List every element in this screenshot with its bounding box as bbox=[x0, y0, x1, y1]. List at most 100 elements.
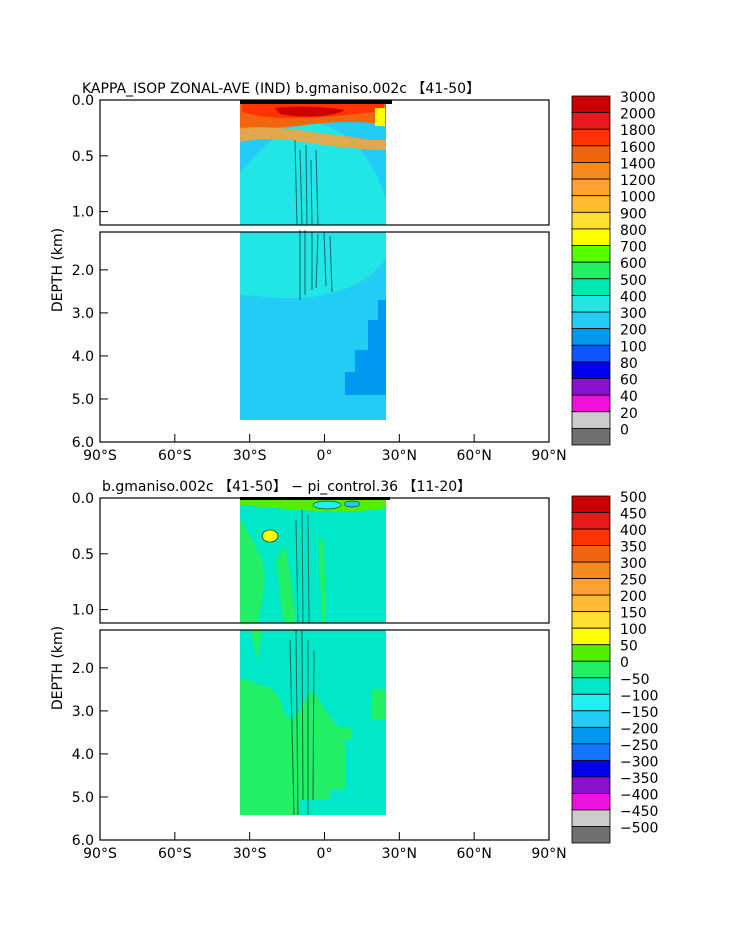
colorbar-swatch bbox=[571, 726, 611, 745]
colorbar-label: 150 bbox=[620, 606, 647, 622]
panel-difference: b.gmaniso.002c 【41-50】 − pi_control.36 【… bbox=[50, 479, 658, 862]
colorbar-swatch bbox=[571, 344, 611, 363]
chart-title: KAPPA_ISOP ZONAL-AVE (IND) b.gmaniso.002… bbox=[82, 81, 480, 97]
colorbar-label: 1200 bbox=[620, 173, 656, 189]
colorbar-label: 60 bbox=[620, 373, 638, 389]
colorbar-swatch bbox=[571, 693, 611, 712]
colorbar-label: 300 bbox=[620, 556, 647, 572]
colorbar-swatch bbox=[571, 228, 611, 246]
colorbar-swatch bbox=[571, 195, 611, 213]
colorbar-label: −200 bbox=[620, 721, 658, 737]
colorbar-label: 700 bbox=[620, 240, 647, 256]
colorbar-swatch bbox=[571, 112, 611, 130]
x-tick-label: 60°S bbox=[158, 448, 192, 464]
colorbar-swatch bbox=[571, 759, 611, 778]
axes: 90°S 60°S 30°S 0° 30°N 60°N 90°N 0.0 0.5 1.0 2.0 3.… bbox=[72, 93, 567, 464]
colorbar-swatch bbox=[571, 128, 611, 147]
y-tick-label: 1.0 bbox=[72, 205, 94, 221]
x-tick-label: 0° bbox=[317, 448, 333, 464]
colorbar-swatch bbox=[571, 295, 611, 313]
colorbar-label: 300 bbox=[620, 306, 647, 322]
colorbar-label: 600 bbox=[620, 256, 647, 272]
y-tick-label: 5.0 bbox=[72, 790, 94, 806]
axes: 90°S 60°S 30°S 0° 30°N 60°N 90°N 0.0 0.5 1.0 2.0 3.… bbox=[72, 491, 567, 862]
chart-title: b.gmaniso.002c 【41-50】 − pi_control.36 【… bbox=[102, 479, 471, 495]
colorbar-label: 450 bbox=[620, 507, 647, 523]
y-tick-label: 3.0 bbox=[72, 704, 94, 720]
colorbar: 3000200018001600140012001000900800700600… bbox=[571, 90, 656, 446]
colorbar-label: −50 bbox=[620, 672, 650, 688]
colorbar-swatch bbox=[571, 145, 611, 163]
colorbar-label: 800 bbox=[620, 223, 647, 239]
y-tick-label: 4.0 bbox=[72, 349, 94, 365]
colorbar-label: 900 bbox=[620, 206, 647, 222]
x-tick-label: 30°N bbox=[382, 846, 417, 862]
colorbar-swatch bbox=[571, 394, 611, 413]
y-tick-label: 0.5 bbox=[72, 149, 94, 165]
colorbar-label: 1600 bbox=[620, 140, 656, 156]
colorbar-swatch bbox=[571, 578, 611, 596]
colorbar-label: 20 bbox=[620, 406, 638, 422]
colorbar-swatch bbox=[571, 245, 611, 263]
colorbar-swatch bbox=[571, 743, 611, 761]
colorbar-label: −250 bbox=[620, 738, 658, 754]
x-tick-label: 60°S bbox=[158, 846, 192, 862]
x-tick-label: 30°S bbox=[233, 846, 267, 862]
colorbar-label: 500 bbox=[620, 273, 647, 289]
colorbar-swatch bbox=[571, 528, 611, 546]
colorbar-swatch bbox=[571, 710, 611, 728]
colorbar-swatch bbox=[571, 95, 611, 114]
colorbar-swatch bbox=[571, 793, 611, 811]
colorbar-label: 400 bbox=[620, 523, 647, 539]
colorbar-swatch bbox=[571, 611, 611, 629]
colorbar-swatch bbox=[571, 561, 611, 580]
colorbar-label: 100 bbox=[620, 622, 647, 638]
x-tick-label: 90°S bbox=[83, 448, 117, 464]
colorbar-swatch bbox=[571, 594, 611, 613]
colorbar-label: −450 bbox=[620, 804, 658, 820]
colorbar-swatch bbox=[571, 495, 611, 513]
contour-field bbox=[240, 497, 390, 816]
colorbar-swatch bbox=[571, 378, 611, 396]
colorbar-label: 100 bbox=[620, 339, 647, 355]
x-tick-label: 90°S bbox=[83, 846, 117, 862]
colorbar-label: 1800 bbox=[620, 123, 656, 139]
colorbar-label: 500 bbox=[620, 490, 647, 506]
y-tick-label: 2.0 bbox=[72, 263, 94, 279]
y-tick-label: 0.0 bbox=[72, 93, 94, 109]
colorbar-swatch bbox=[571, 162, 611, 180]
plot-frame-upper bbox=[99, 99, 550, 226]
colorbar-swatch bbox=[571, 677, 611, 695]
colorbar-label: 200 bbox=[620, 589, 647, 605]
x-tick-label: 60°N bbox=[457, 846, 492, 862]
colorbar-label: −300 bbox=[620, 754, 658, 770]
colorbar-label: −100 bbox=[620, 688, 658, 704]
colorbar-swatch bbox=[571, 826, 611, 844]
colorbar-label: −400 bbox=[620, 787, 658, 803]
colorbar-label: 80 bbox=[620, 356, 638, 372]
x-tick-label: 60°N bbox=[457, 448, 492, 464]
colorbar-label: 40 bbox=[620, 389, 638, 405]
colorbar-label: −500 bbox=[620, 820, 658, 836]
colorbar-label: 0 bbox=[620, 422, 629, 438]
colorbar-swatch bbox=[571, 427, 611, 446]
colorbar-label: 350 bbox=[620, 540, 647, 556]
y-tick-label: 0.0 bbox=[72, 491, 94, 507]
x-tick-label: 90°N bbox=[531, 846, 566, 862]
colorbar-label: 1400 bbox=[620, 156, 656, 172]
colorbar-swatch bbox=[571, 361, 611, 379]
colorbar-label: 200 bbox=[620, 323, 647, 339]
colorbar-label: 0 bbox=[620, 655, 629, 671]
y-axis-label: DEPTH (km) bbox=[50, 228, 66, 312]
colorbar-swatch bbox=[571, 512, 611, 530]
colorbar-label: 2000 bbox=[620, 107, 656, 123]
colorbar-swatch bbox=[571, 261, 611, 280]
x-tick-label: 90°N bbox=[531, 448, 566, 464]
y-tick-label: 1.0 bbox=[72, 603, 94, 619]
y-axis-label: DEPTH (km) bbox=[50, 626, 66, 710]
contour-field bbox=[240, 100, 392, 420]
y-tick-label: 5.0 bbox=[72, 392, 94, 408]
colorbar-swatch bbox=[571, 660, 611, 679]
x-tick-label: 0° bbox=[317, 846, 333, 862]
